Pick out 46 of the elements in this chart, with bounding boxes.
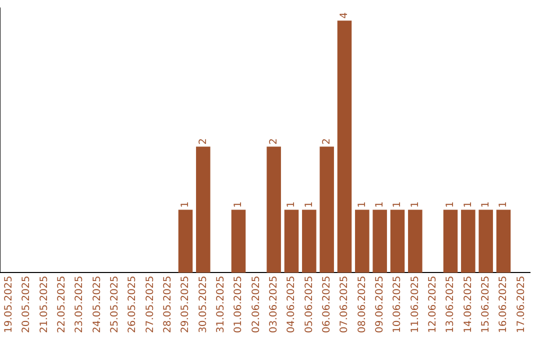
x-tick-label: 06.06.2025	[321, 276, 332, 334]
x-tick-label: 11.06.2025	[410, 276, 421, 334]
x-tick-label: 12.06.2025	[427, 276, 438, 334]
x-tick-label: 28.05.2025	[162, 276, 174, 334]
data-label: 1	[445, 201, 456, 208]
x-tick-label: 30.05.2025	[198, 276, 209, 334]
data-label: 1	[392, 201, 404, 208]
data-label: 2	[268, 138, 280, 145]
data-label: 1	[233, 201, 244, 208]
x-tick-label: 27.05.2025	[144, 276, 156, 334]
x-tick-label: 08.06.2025	[356, 276, 368, 334]
x-tick-label: 22.05.2025	[56, 276, 68, 334]
x-tick-label: 14.06.2025	[462, 276, 474, 334]
data-label: 2	[198, 138, 209, 145]
data-label: 1	[410, 201, 421, 208]
data-label: 2	[321, 138, 332, 145]
data-label: 4	[339, 12, 350, 19]
x-tick-label: 23.05.2025	[74, 276, 86, 334]
x-tick-label: 03.06.2025	[268, 276, 280, 334]
x-tick-label: 31.05.2025	[215, 276, 226, 334]
x-tick-label: 19.05.2025	[3, 276, 14, 334]
data-label: 1	[286, 201, 298, 208]
x-tick-label: 01.06.2025	[233, 276, 244, 334]
x-tick-label: 21.05.2025	[38, 276, 50, 334]
x-tick-label: 25.05.2025	[109, 276, 120, 334]
x-tick-label: 09.06.2025	[374, 276, 386, 334]
x-tick-label: 29.05.2025	[180, 276, 192, 334]
data-label: 1	[480, 201, 492, 208]
x-tick-label: 05.06.2025	[304, 276, 315, 334]
x-tick-label: 17.06.2025	[516, 276, 527, 334]
x-tick-label: 02.06.2025	[250, 276, 262, 334]
data-label: 1	[374, 201, 386, 208]
data-label: 1	[180, 201, 192, 208]
x-tick-label: 15.06.2025	[480, 276, 492, 334]
x-tick-label: 24.05.2025	[92, 276, 103, 334]
data-label: 1	[498, 201, 510, 208]
data-label: 1	[462, 201, 474, 208]
x-tick-label: 04.06.2025	[286, 276, 298, 334]
x-tick-label: 13.06.2025	[445, 276, 456, 334]
x-tick-label: 16.06.2025	[498, 276, 510, 334]
x-tick-label: 10.06.2025	[392, 276, 404, 334]
x-tick-label: 26.05.2025	[127, 276, 138, 334]
data-label: 1	[304, 201, 315, 208]
data-label: 1	[356, 201, 368, 208]
x-tick-label: 07.06.2025	[339, 276, 350, 334]
x-tick-label: 20.05.2025	[21, 276, 32, 334]
